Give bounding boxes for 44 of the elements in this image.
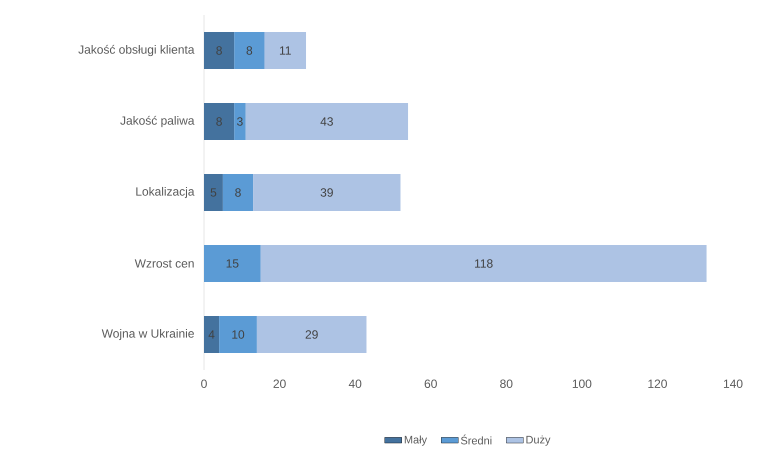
legend-label: Duży bbox=[526, 435, 550, 446]
data-label: 29 bbox=[306, 330, 318, 339]
x-tick-label: 0 bbox=[201, 380, 207, 388]
data-label: 43 bbox=[320, 117, 333, 126]
bar bbox=[204, 174, 223, 211]
x-tick-label: 100 bbox=[572, 380, 592, 388]
bar bbox=[204, 316, 220, 353]
bar bbox=[219, 316, 257, 353]
bar bbox=[204, 32, 234, 69]
bar bbox=[204, 103, 234, 140]
data-label: 8 bbox=[216, 117, 222, 126]
y-tick-label: Lokalizacja bbox=[136, 186, 194, 198]
bar bbox=[260, 245, 707, 282]
x-tick-label: 60 bbox=[424, 380, 437, 388]
y-tick-label: Wzrost cen bbox=[134, 259, 194, 268]
y-tick-label: Wojna w Ukrainie bbox=[102, 328, 194, 340]
x-tick-label: 120 bbox=[648, 380, 667, 388]
legend-label: Średni bbox=[460, 434, 492, 444]
data-label: 3 bbox=[237, 117, 243, 126]
x-tick-label: 80 bbox=[500, 380, 512, 388]
bar bbox=[222, 174, 254, 211]
data-label: 8 bbox=[246, 46, 252, 55]
data-label: 39 bbox=[320, 188, 333, 197]
x-tick-label: 140 bbox=[724, 380, 743, 388]
data-label: 10 bbox=[232, 330, 244, 339]
legend-label: Mały bbox=[404, 435, 428, 446]
bar bbox=[234, 103, 246, 140]
bar bbox=[253, 174, 400, 211]
bar bbox=[246, 103, 408, 140]
data-label: 118 bbox=[474, 259, 493, 268]
bar bbox=[256, 316, 366, 353]
bar bbox=[264, 32, 306, 69]
y-tick-label: Jakość obsługi klienta bbox=[78, 44, 194, 56]
bar bbox=[204, 245, 261, 282]
data-label: 5 bbox=[210, 188, 216, 197]
data-label: 15 bbox=[226, 259, 238, 268]
x-tick-label: 20 bbox=[274, 380, 286, 388]
x-tick-label: 40 bbox=[348, 380, 362, 388]
bar bbox=[234, 32, 264, 69]
data-label: 11 bbox=[280, 46, 291, 55]
data-label: 4 bbox=[208, 330, 215, 339]
y-tick-label: Jakość paliwa bbox=[120, 116, 194, 128]
data-label: 8 bbox=[216, 46, 222, 55]
data-label: 8 bbox=[235, 188, 241, 197]
